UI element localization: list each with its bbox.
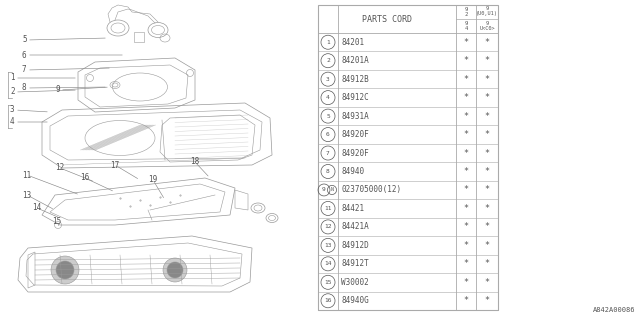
Text: 84201A: 84201A — [341, 56, 369, 65]
Text: *: * — [484, 56, 490, 65]
Text: *: * — [463, 278, 468, 287]
Text: 1: 1 — [10, 74, 15, 83]
Text: *: * — [463, 75, 468, 84]
Text: 19: 19 — [148, 175, 157, 185]
Text: 12: 12 — [324, 224, 332, 229]
Text: *: * — [463, 222, 468, 231]
Text: *: * — [484, 259, 490, 268]
Text: *: * — [463, 93, 468, 102]
Text: *: * — [484, 241, 490, 250]
Text: 7: 7 — [22, 66, 27, 75]
Text: *: * — [484, 93, 490, 102]
Text: W30002: W30002 — [341, 278, 369, 287]
Circle shape — [56, 261, 74, 279]
Text: 84931A: 84931A — [341, 112, 369, 121]
Text: 14: 14 — [324, 261, 332, 266]
Text: 84912D: 84912D — [341, 241, 369, 250]
Text: *: * — [484, 296, 490, 305]
Text: *: * — [463, 130, 468, 139]
Text: 16: 16 — [80, 173, 89, 182]
Text: *: * — [484, 75, 490, 84]
Text: 16: 16 — [324, 298, 332, 303]
Text: 84421: 84421 — [341, 204, 364, 213]
Text: 9
U<C0>: 9 U<C0> — [479, 21, 495, 31]
Text: 13: 13 — [324, 243, 332, 248]
Text: 023705000(12): 023705000(12) — [341, 186, 401, 195]
Text: 5: 5 — [326, 114, 330, 119]
Text: 84201: 84201 — [341, 38, 364, 47]
Text: *: * — [463, 56, 468, 65]
Text: 84912T: 84912T — [341, 259, 369, 268]
Text: 84920F: 84920F — [341, 148, 369, 157]
Text: *: * — [484, 222, 490, 231]
Text: *: * — [463, 259, 468, 268]
Text: *: * — [463, 296, 468, 305]
Text: *: * — [463, 241, 468, 250]
Bar — [318, 5, 498, 310]
Text: 9
4: 9 4 — [465, 21, 468, 31]
Text: 4: 4 — [326, 95, 330, 100]
Text: *: * — [484, 204, 490, 213]
Text: *: * — [484, 186, 490, 195]
Text: PARTS CORD: PARTS CORD — [362, 14, 412, 23]
Text: 12: 12 — [55, 164, 64, 172]
Text: 8: 8 — [326, 169, 330, 174]
Text: 8: 8 — [22, 84, 27, 92]
Text: 15: 15 — [52, 218, 61, 227]
Text: 1: 1 — [326, 40, 330, 45]
Text: *: * — [484, 130, 490, 139]
Text: 2: 2 — [326, 58, 330, 63]
Circle shape — [163, 258, 187, 282]
Text: *: * — [484, 148, 490, 157]
Text: *: * — [484, 278, 490, 287]
Text: 5: 5 — [22, 36, 27, 44]
Text: A842A00086: A842A00086 — [593, 307, 635, 313]
Text: 11: 11 — [22, 171, 31, 180]
Text: *: * — [463, 186, 468, 195]
Text: 14: 14 — [32, 204, 41, 212]
Text: *: * — [463, 38, 468, 47]
Text: *: * — [484, 112, 490, 121]
Text: 9: 9 — [55, 85, 60, 94]
Text: 9
(U0,U1): 9 (U0,U1) — [476, 6, 498, 16]
Text: 3: 3 — [10, 106, 15, 115]
Text: 13: 13 — [22, 190, 31, 199]
Text: 6: 6 — [22, 51, 27, 60]
Text: 4: 4 — [10, 117, 15, 126]
Text: 84421A: 84421A — [341, 222, 369, 231]
Text: 84940G: 84940G — [341, 296, 369, 305]
Text: 11: 11 — [324, 206, 332, 211]
Circle shape — [51, 256, 79, 284]
Text: 9: 9 — [322, 188, 326, 192]
Text: 9
2: 9 2 — [465, 7, 468, 17]
Text: *: * — [463, 167, 468, 176]
Text: 84912C: 84912C — [341, 93, 369, 102]
Text: 15: 15 — [324, 280, 332, 285]
Text: *: * — [463, 204, 468, 213]
Text: 7: 7 — [326, 150, 330, 156]
Text: 2: 2 — [10, 87, 15, 97]
Text: 17: 17 — [110, 161, 119, 170]
Text: 84920F: 84920F — [341, 130, 369, 139]
Text: N: N — [331, 188, 333, 192]
Text: 6: 6 — [326, 132, 330, 137]
Text: *: * — [463, 112, 468, 121]
Text: *: * — [484, 167, 490, 176]
Text: 18: 18 — [190, 157, 199, 166]
Text: 84940: 84940 — [341, 167, 364, 176]
Circle shape — [167, 262, 183, 278]
Text: 3: 3 — [326, 77, 330, 82]
Text: 84912B: 84912B — [341, 75, 369, 84]
Text: *: * — [484, 38, 490, 47]
Text: *: * — [463, 148, 468, 157]
